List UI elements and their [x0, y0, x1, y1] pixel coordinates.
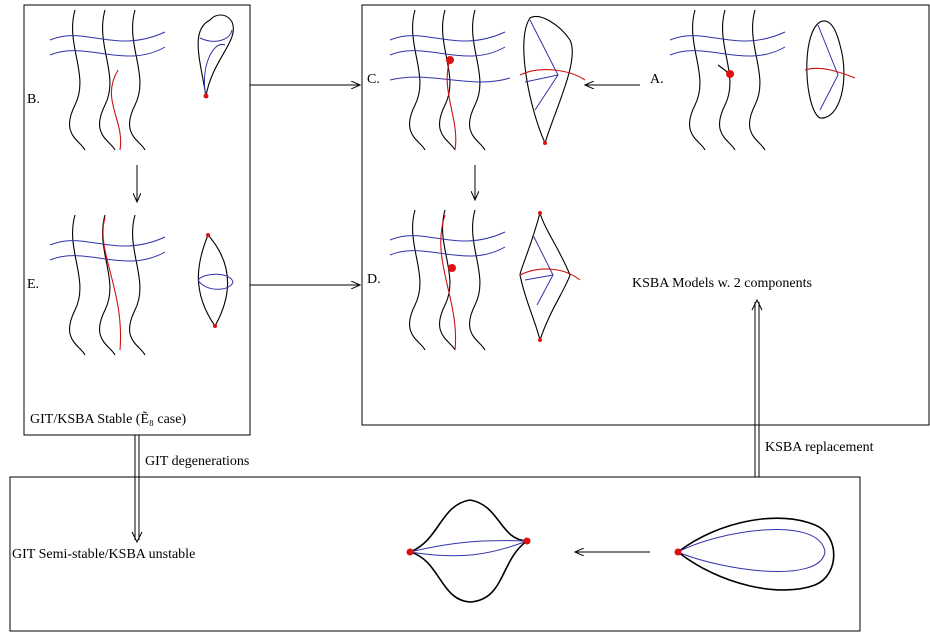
point [726, 70, 734, 78]
point [206, 233, 210, 237]
arrow-head [751, 298, 763, 311]
red-curve [519, 69, 586, 81]
box-title: GIT Semi-stable/KSBA unstable [12, 547, 195, 562]
red-curve [519, 268, 581, 281]
red-curve [446, 59, 457, 151]
blue-curve [409, 540, 528, 557]
teardrop [197, 14, 234, 97]
label: A. [650, 72, 664, 87]
point [523, 537, 531, 545]
teardrop [676, 517, 835, 591]
blue-curve [817, 24, 839, 111]
surface-sketch [49, 9, 166, 151]
blue-curve [524, 19, 559, 111]
label: E. [27, 277, 39, 292]
right-box [361, 4, 930, 426]
blue-curve [199, 29, 233, 97]
double-arrow [754, 302, 760, 477]
red-curve [102, 217, 122, 351]
double-arrow [134, 435, 140, 540]
point [213, 324, 217, 328]
lens [523, 16, 573, 145]
blue-curve [197, 273, 234, 290]
lens [197, 233, 229, 328]
point [448, 264, 456, 272]
surface-sketch [669, 9, 786, 151]
red-curve [804, 67, 856, 79]
lens [806, 20, 845, 119]
arrow-label: KSBA replacement [765, 440, 874, 455]
point [203, 93, 209, 99]
bottom-box [9, 476, 861, 632]
surface-sketch [389, 209, 506, 351]
point [674, 548, 682, 556]
box-title: KSBA Models w. 2 components [632, 276, 812, 291]
point [446, 56, 454, 64]
red-curve [440, 214, 457, 351]
arrow-head [131, 531, 143, 544]
box-title: GIT/KSBA Stable (Ẽ₈ case) [30, 411, 186, 427]
point [406, 548, 414, 556]
blue-curve [389, 76, 511, 83]
point [543, 141, 547, 145]
point [538, 211, 542, 215]
label: D. [367, 272, 381, 287]
point [538, 338, 542, 342]
blue-curve [524, 234, 554, 306]
label: C. [367, 72, 380, 87]
red-curve [110, 69, 122, 151]
lens [407, 499, 530, 603]
left-box [23, 4, 251, 436]
arrow-label: GIT degenerations [145, 454, 249, 469]
label: B. [27, 92, 40, 107]
blue-curve [677, 529, 826, 573]
surface-sketch [49, 214, 166, 356]
